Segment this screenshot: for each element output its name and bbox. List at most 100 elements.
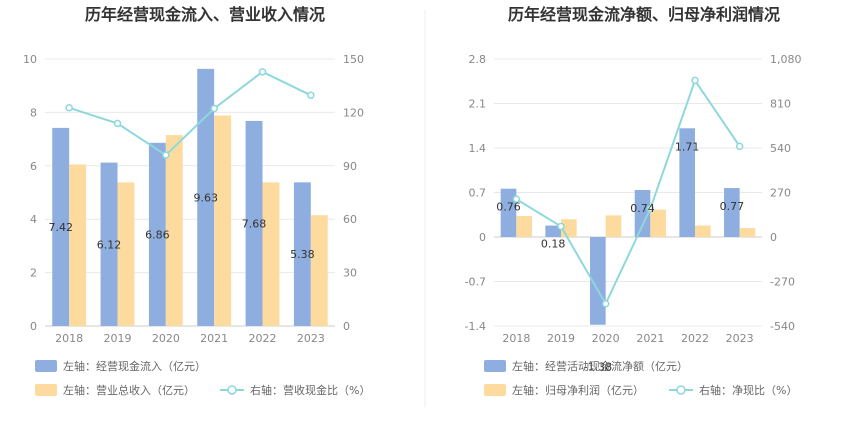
bar-primary <box>590 237 606 325</box>
left-axis-tick: 4 <box>30 213 37 226</box>
left-axis-tick: -0.7 <box>465 276 486 289</box>
legend-label-revenue: 左轴：营业总收入（亿元） <box>63 383 195 397</box>
bar-data-label: 0.18 <box>541 238 566 251</box>
right-axis-tick: 30 <box>343 267 357 280</box>
bar-secondary <box>117 182 135 326</box>
chart-right-labels: 0.76 0.18 -1.38 0.74 1.71 0.77 <box>496 140 744 373</box>
bar-primary <box>500 188 517 237</box>
ratio-line-point <box>601 300 610 308</box>
x-axis-tick: 2019 <box>104 332 132 345</box>
ratio-line-point <box>646 204 655 213</box>
bar-secondary <box>262 182 280 326</box>
ratio-line-point <box>65 104 73 112</box>
bar-primary <box>634 189 651 237</box>
bar-data-label: -1.38 <box>584 361 612 374</box>
bar-data-label: 0.77 <box>720 200 745 213</box>
chart-right-bars <box>500 128 756 325</box>
right-axis-tick: 0 <box>770 231 777 244</box>
left-axis-tick: 0.7 <box>469 187 487 200</box>
bar-primary <box>245 120 263 326</box>
ratio-line-point <box>735 142 744 151</box>
bar-data-label: 6.12 <box>97 238 122 251</box>
chart-left-legend: 左轴：经营现金流入（亿元） 左轴：营业总收入（亿元） 右轴：营收现金比（%） <box>35 359 370 397</box>
bar-secondary <box>214 115 232 326</box>
chart-left-bars <box>52 68 328 326</box>
chart-left-right-axis: 0 30 60 90 120 150 <box>343 53 364 333</box>
bar-data-label: 1.71 <box>675 140 700 153</box>
right-axis-tick: 540 <box>770 142 791 155</box>
ratio-line <box>68 70 312 157</box>
left-axis-tick: 6 <box>30 160 37 173</box>
bar-primary <box>52 127 70 326</box>
left-axis-tick: 2 <box>30 267 37 280</box>
left-axis-tick: 1.4 <box>469 142 487 155</box>
right-axis-tick: 120 <box>343 106 364 119</box>
chart-right-line <box>512 76 744 308</box>
bar-secondary <box>695 225 711 237</box>
left-axis-tick: 2.8 <box>469 53 487 66</box>
bar-data-label: 0.74 <box>630 202 655 215</box>
chart-right-gridlines <box>494 58 762 327</box>
legend-label-cash-inflow: 左轴：经营现金流入（亿元） <box>63 359 206 373</box>
ratio-line-point <box>512 195 521 203</box>
left-axis-tick: 0 <box>479 231 486 244</box>
bar-secondary <box>165 135 183 326</box>
x-axis-tick: 2018 <box>55 332 83 345</box>
chart-left: 历年经营现金流入、营业收入情况 0 2 4 6 8 10 0 30 60 90 120 150 20… <box>23 5 370 397</box>
ratio-line-point <box>113 119 122 128</box>
bar-secondary <box>516 216 532 237</box>
legend-swatch-net-profit <box>484 384 506 396</box>
x-axis-tick: 2022 <box>681 332 709 345</box>
bar-data-label: 7.42 <box>48 221 73 234</box>
bar-data-label: 9.63 <box>193 191 218 204</box>
bar-primary <box>197 68 215 326</box>
bar-secondary <box>605 215 622 237</box>
ratio-line-point <box>258 68 267 76</box>
right-axis-tick: -270 <box>770 276 795 289</box>
legend-swatch-net-cash <box>484 360 506 372</box>
bar-primary <box>148 142 166 326</box>
bar-primary <box>293 182 311 326</box>
right-axis-tick: 270 <box>770 187 791 200</box>
legend-label-net-profit: 左轴：归母净利润（亿元） <box>512 383 644 397</box>
right-axis-tick: 810 <box>770 98 791 111</box>
legend-swatch-cash-inflow <box>35 360 57 372</box>
x-axis-tick: 2021 <box>636 332 664 345</box>
chart-left-x-axis: 2018 2019 2020 2021 2022 2023 <box>45 325 335 345</box>
bar-data-label: 0.76 <box>496 201 521 214</box>
x-axis-tick: 2020 <box>152 332 180 345</box>
x-axis-tick: 2023 <box>726 332 754 345</box>
left-axis-tick: -1.4 <box>465 320 486 333</box>
bar-primary <box>724 188 740 237</box>
bar-primary <box>679 128 695 237</box>
chart-right-x-axis: 2018 2019 2020 2021 2022 2023 <box>494 236 762 345</box>
right-axis-tick: 0 <box>343 320 350 333</box>
chart-right-left-axis: -1.4 -0.7 0 0.7 1.4 2.1 2.8 <box>465 53 486 333</box>
ratio-line-point <box>210 104 218 113</box>
chart-right-title: 历年经营现金流净额、归母净利润情况 <box>508 5 780 24</box>
legend-marker-net-ratio <box>676 385 686 395</box>
x-axis-tick: 2018 <box>502 332 530 345</box>
chart-right-right-axis: -540 -270 0 270 540 810 1,080 <box>770 53 802 333</box>
chart-left-line <box>65 68 315 159</box>
bar-data-label: 5.38 <box>290 248 315 261</box>
chart-right: 历年经营现金流净额、归母净利润情况 -1.4-0.700.71.42.12.8 … <box>465 5 802 397</box>
chart-left-labels: 7.42 6.12 6.86 9.63 7.68 5.38 <box>48 191 314 261</box>
ratio-line <box>515 78 741 306</box>
legend-marker-ratio <box>227 385 237 395</box>
ratio-line-point <box>307 91 315 100</box>
x-axis-tick: 2021 <box>200 332 228 345</box>
chart-left-left-axis: 0 2 4 6 8 10 <box>23 53 37 333</box>
bar-primary <box>100 162 118 326</box>
legend-label-net-cash: 左轴：经营活动现金流净额（亿元） <box>512 359 688 373</box>
left-axis-tick: 0 <box>30 320 37 333</box>
bar-secondary <box>650 209 666 237</box>
chart-left-gridlines <box>45 58 335 327</box>
legend-swatch-revenue <box>35 384 57 396</box>
ratio-line-point <box>691 76 699 85</box>
left-axis-tick: 2.1 <box>469 98 487 111</box>
chart-left-title: 历年经营现金流入、营业收入情况 <box>85 5 325 24</box>
bar-primary <box>545 225 561 237</box>
right-axis-tick: 90 <box>343 160 357 173</box>
